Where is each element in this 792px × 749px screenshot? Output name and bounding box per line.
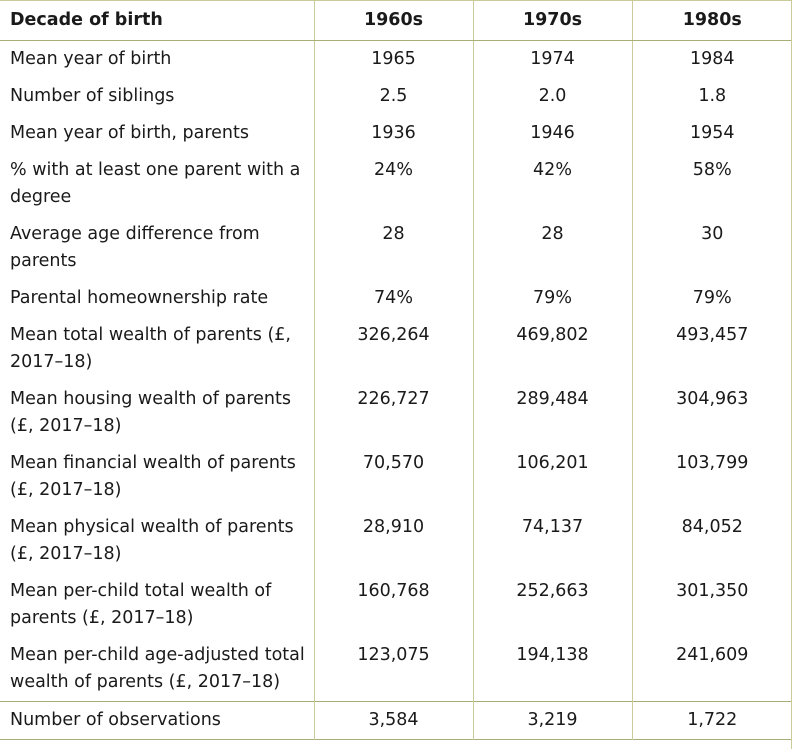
table-row: Mean physical wealth of parents (£, 2017… bbox=[0, 509, 792, 573]
table-row: Mean year of birth 1965 1974 1984 bbox=[0, 40, 792, 78]
observations-value: 3,584 bbox=[313, 701, 473, 740]
row-value: 1.8 bbox=[631, 78, 792, 115]
row-value: 493,457 bbox=[631, 317, 792, 381]
table-row: % with at least one parent with a degree… bbox=[0, 152, 792, 216]
row-value: 79% bbox=[631, 280, 792, 317]
table-header-row: Decade of birth 1960s 1970s 1980s bbox=[0, 0, 792, 41]
row-value: 42% bbox=[472, 152, 632, 216]
row-value: 326,264 bbox=[313, 317, 473, 381]
table-row: Mean housing wealth of parents (£, 2017–… bbox=[0, 381, 792, 445]
row-value: 74% bbox=[313, 280, 473, 317]
row-label: Mean per-child total wealth of parents (… bbox=[10, 581, 272, 628]
observations-row: Number of observations 3,584 3,219 1,722 bbox=[0, 701, 792, 740]
row-label: Average age difference from parents bbox=[10, 224, 260, 271]
row-value: 58% bbox=[631, 152, 792, 216]
observations-label: Number of observations bbox=[0, 701, 314, 740]
table-row: Mean per-child age-adjusted total wealth… bbox=[0, 637, 792, 702]
header-col-1970s: 1970s bbox=[472, 0, 632, 41]
row-label: Parental homeownership rate bbox=[10, 288, 269, 308]
row-value: 70,570 bbox=[313, 445, 473, 509]
row-value: 79% bbox=[472, 280, 632, 317]
row-value: 74,137 bbox=[472, 509, 632, 573]
header-col-1980s: 1980s bbox=[631, 0, 792, 41]
row-value: 1974 bbox=[472, 40, 632, 78]
table-row: Parental homeownership rate 74% 79% 79% bbox=[0, 280, 792, 317]
row-value: 194,138 bbox=[472, 637, 632, 702]
row-value: 106,201 bbox=[472, 445, 632, 509]
row-value: 1954 bbox=[631, 115, 792, 152]
row-label: Number of siblings bbox=[10, 86, 175, 106]
row-value: 2.5 bbox=[313, 78, 473, 115]
table-row: Number of siblings 2.5 2.0 1.8 bbox=[0, 78, 792, 115]
row-label: Mean total wealth of parents (£, 2017–18… bbox=[10, 325, 291, 372]
row-value: 289,484 bbox=[472, 381, 632, 445]
observations-value: 1,722 bbox=[631, 701, 792, 740]
observations-value: 3,219 bbox=[472, 701, 632, 740]
row-value: 84,052 bbox=[631, 509, 792, 573]
row-label: Mean housing wealth of parents (£, 2017–… bbox=[10, 389, 291, 436]
row-value: 30 bbox=[631, 216, 792, 280]
row-value: 469,802 bbox=[472, 317, 632, 381]
row-label: Mean year of birth, parents bbox=[10, 123, 250, 143]
table-row: Mean financial wealth of parents (£, 201… bbox=[0, 445, 792, 509]
row-label: Mean year of birth bbox=[10, 49, 172, 69]
row-value: 103,799 bbox=[631, 445, 792, 509]
row-value: 241,609 bbox=[631, 637, 792, 702]
table-row: Mean total wealth of parents (£, 2017–18… bbox=[0, 317, 792, 381]
row-value: 24% bbox=[313, 152, 473, 216]
row-value: 28,910 bbox=[313, 509, 473, 573]
table-row: Mean year of birth, parents 1936 1946 19… bbox=[0, 115, 792, 152]
row-label: Mean physical wealth of parents (£, 2017… bbox=[10, 517, 294, 564]
row-label: % with at least one parent with a degree bbox=[10, 160, 301, 207]
row-value: 2.0 bbox=[472, 78, 632, 115]
header-col-1960s: 1960s bbox=[313, 0, 473, 41]
row-label: Mean financial wealth of parents (£, 201… bbox=[10, 453, 296, 500]
row-value: 1984 bbox=[631, 40, 792, 78]
header-label: Decade of birth bbox=[0, 0, 314, 41]
row-label: Mean per-child age-adjusted total wealth… bbox=[10, 645, 305, 692]
table-row: Mean per-child total wealth of parents (… bbox=[0, 573, 792, 637]
row-value: 304,963 bbox=[631, 381, 792, 445]
row-value: 160,768 bbox=[313, 573, 473, 637]
row-value: 1936 bbox=[313, 115, 473, 152]
row-value: 301,350 bbox=[631, 573, 792, 637]
row-value: 123,075 bbox=[313, 637, 473, 702]
row-value: 226,727 bbox=[313, 381, 473, 445]
row-value: 28 bbox=[313, 216, 473, 280]
row-value: 1946 bbox=[472, 115, 632, 152]
table-row: Average age difference from parents 28 2… bbox=[0, 216, 792, 280]
row-value: 252,663 bbox=[472, 573, 632, 637]
row-value: 28 bbox=[472, 216, 632, 280]
row-value: 1965 bbox=[313, 40, 473, 78]
